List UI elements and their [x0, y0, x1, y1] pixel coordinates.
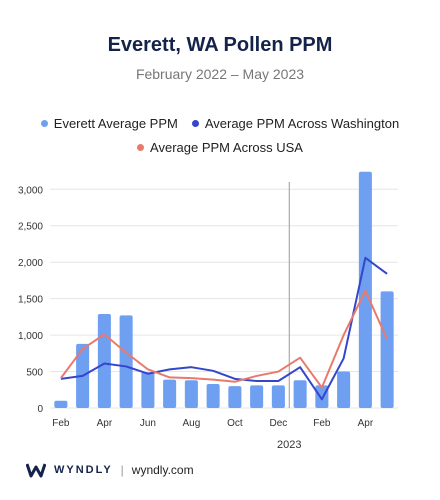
legend-label-usa: Average PPM Across USA: [150, 140, 303, 155]
y-tick-label: 1,000: [18, 331, 43, 342]
bar-oct-2022[interactable]: [228, 386, 242, 408]
y-tick-label: 2,000: [18, 258, 43, 269]
y-tick-label: 500: [26, 368, 43, 379]
legend-swatch-washington: [191, 120, 199, 127]
x-tick-label: Apr: [358, 418, 374, 429]
bar-jan-2023[interactable]: [293, 380, 307, 408]
legend-item-washington[interactable]: Average PPM Across Washington: [191, 116, 400, 131]
legend-label-washington: Average PPM Across Washington: [204, 116, 400, 131]
x-tick-label: Feb: [313, 418, 331, 429]
bar-aug-2022[interactable]: [184, 380, 198, 408]
brand-name: WYNDLY: [54, 464, 113, 476]
bar-may-2023[interactable]: [380, 291, 394, 408]
legend-swatch-usa: [137, 144, 145, 151]
footer-url[interactable]: wyndly.com: [131, 463, 194, 477]
axis-labels: 0 500 1,000 1,500 2,000 2,500 3,000 Feb Apr Jun Au…: [18, 185, 374, 451]
y-tick-label: 0: [37, 404, 43, 415]
x-tick-label: Aug: [182, 418, 200, 429]
chart-title: Everett, WA Pollen PPM: [107, 34, 333, 56]
bar-dec-2022[interactable]: [271, 385, 285, 408]
legend-row-2: Average PPM Across USA: [0, 140, 440, 155]
legend-row-1: Everett Average PPM Average PPM Across W…: [0, 116, 440, 131]
x-tick-label: Feb: [52, 418, 70, 429]
bar-mar-2023[interactable]: [337, 371, 351, 408]
y-tick-label: 3,000: [18, 185, 43, 196]
bar-nov-2022[interactable]: [250, 385, 264, 408]
y-tick-label: 1,500: [18, 295, 43, 306]
bar-feb-2022[interactable]: [54, 400, 68, 408]
year-marker-label: 2023: [277, 439, 301, 451]
bar-jul-2022[interactable]: [163, 379, 177, 408]
bar-may-2022[interactable]: [119, 315, 133, 408]
line-washington[interactable]: [60, 256, 388, 401]
bar-series: [54, 171, 394, 408]
bar-jun-2022[interactable]: [141, 372, 155, 408]
chart-subtitle: February 2022 – May 2023: [135, 66, 305, 82]
footer: WYNDLY | wyndly.com: [26, 462, 194, 478]
legend-item-usa[interactable]: Average PPM Across USA: [137, 140, 303, 155]
legend-label-everett: Everett Average PPM: [53, 116, 178, 131]
bar-sep-2022[interactable]: [206, 383, 220, 408]
line-series: [60, 256, 389, 401]
x-tick-label: Apr: [97, 418, 113, 429]
x-tick-label: Oct: [227, 418, 243, 429]
x-tick-label: Dec: [269, 418, 287, 429]
legend-swatch-everett: [40, 120, 48, 127]
line-usa[interactable]: [60, 289, 389, 389]
legend-item-everett[interactable]: Everett Average PPM: [40, 116, 178, 131]
footer-separator: |: [120, 463, 124, 477]
wyndly-logo-icon: [26, 463, 46, 478]
y-tick-label: 2,500: [18, 222, 43, 233]
x-tick-label: Jun: [140, 418, 156, 429]
bar-apr-2022[interactable]: [97, 313, 111, 408]
